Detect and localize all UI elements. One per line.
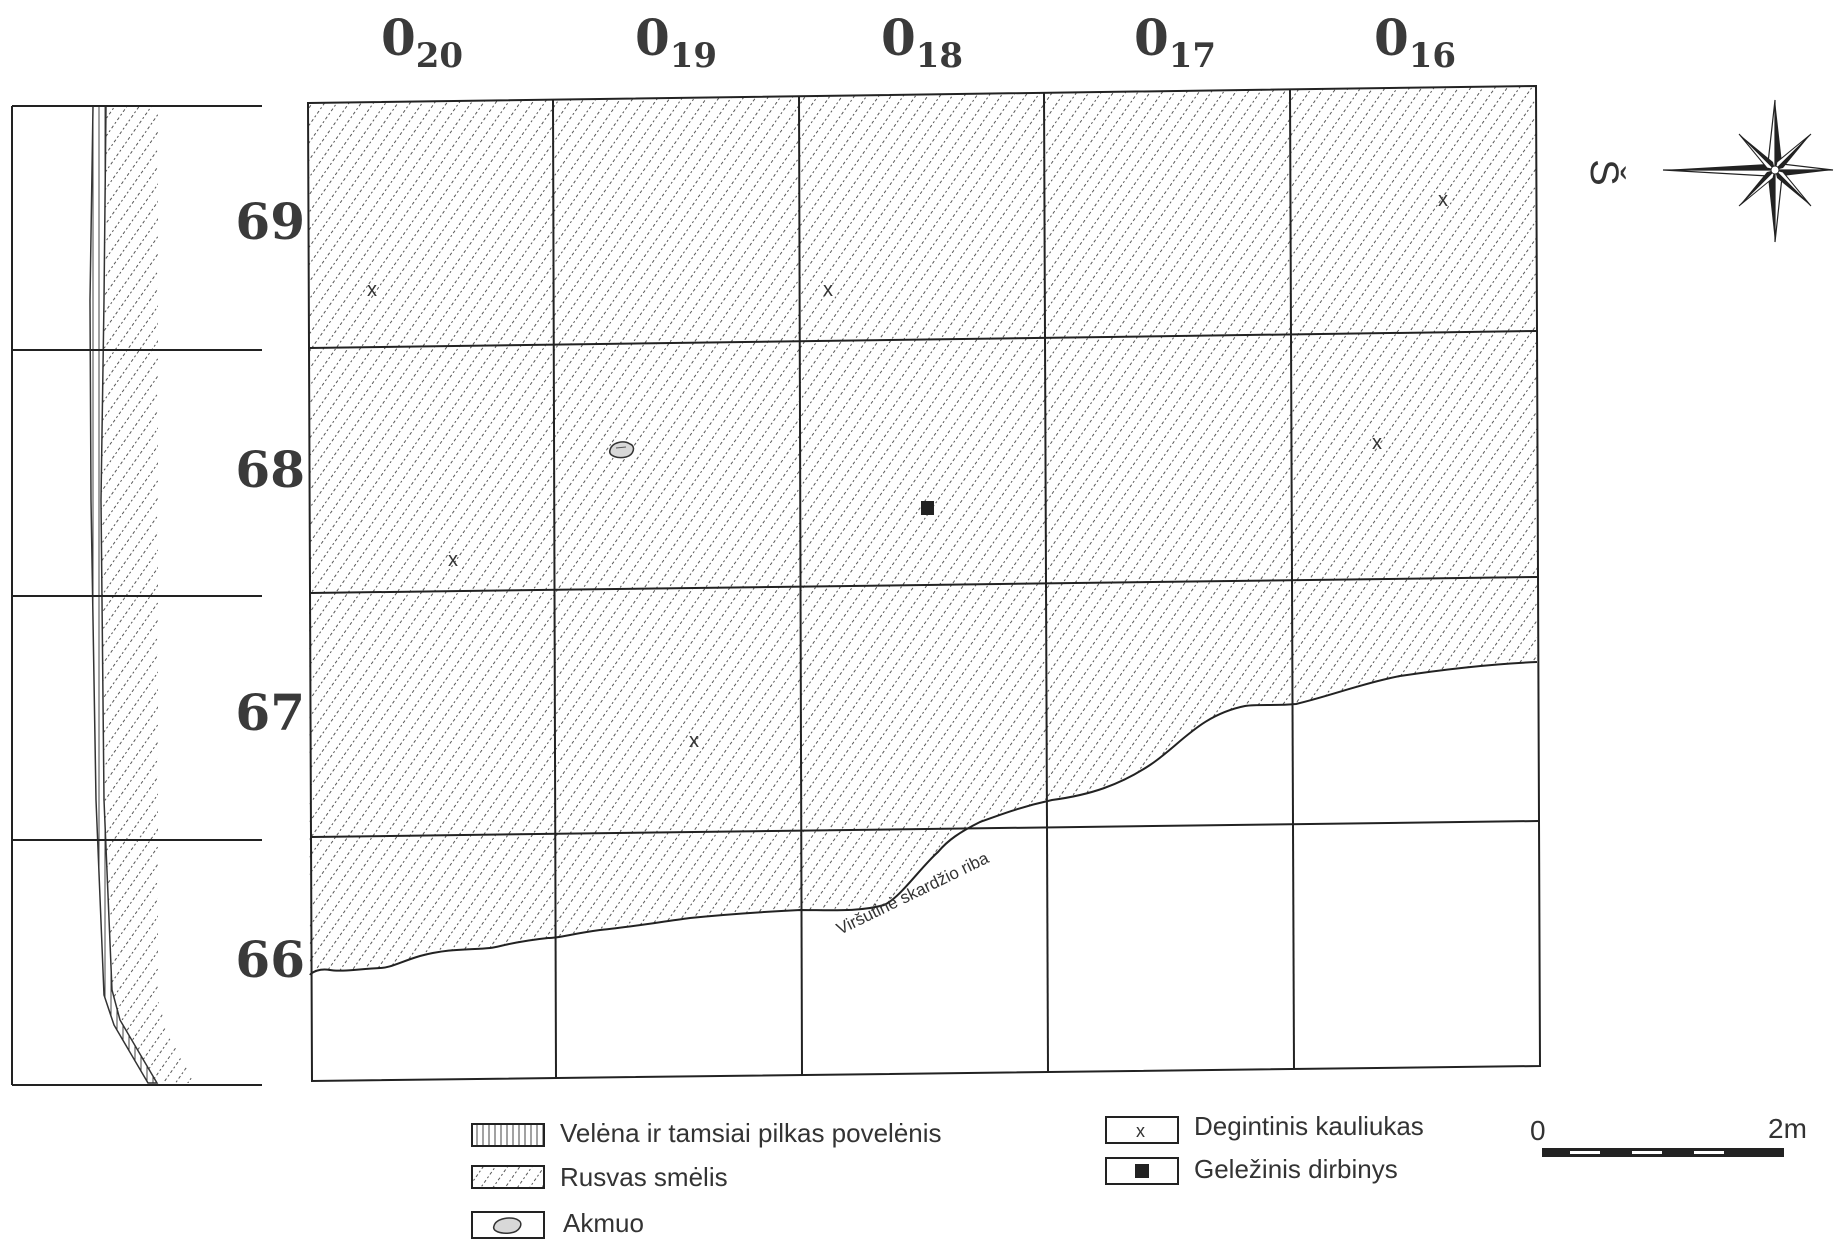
column-label-sub: 19	[669, 36, 718, 76]
finds: x x x x x x	[367, 189, 1448, 752]
compass-rose-icon	[1662, 99, 1834, 243]
column-label-0-18: 018	[822, 8, 1022, 76]
legend-label-iron: Geležinis dirbinys	[1194, 1154, 1398, 1184]
row-label-68: 68	[235, 440, 305, 499]
row-label-67: 67	[235, 683, 305, 742]
column-label-main: 0	[380, 8, 416, 67]
column-label-sub: 16	[1408, 36, 1457, 76]
column-label-main: 0	[634, 8, 670, 67]
cross-icon: x	[1136, 1121, 1145, 1141]
find-kauliukas: x	[1438, 189, 1448, 211]
row-label-66: 66	[235, 930, 305, 989]
grid-col-line-0-18	[798, 95, 803, 1076]
column-label-0-17: 017	[1075, 8, 1275, 76]
find-kauliukas: x	[823, 279, 833, 301]
legend-label-bone: Degintinis kauliukas	[1194, 1111, 1424, 1141]
column-label-main: 0	[1373, 8, 1409, 67]
grid-col-line-0-17	[1043, 92, 1049, 1073]
legend: x	[471, 1116, 1179, 1239]
column-label-main: 0	[1133, 8, 1169, 67]
legend-swatch-iron	[1105, 1157, 1179, 1185]
legend-label-stone: Akmuo	[563, 1208, 644, 1238]
square-icon	[1135, 1164, 1149, 1178]
column-label-sub: 17	[1168, 36, 1217, 76]
legend-swatch-sand	[471, 1165, 545, 1189]
grid-row-line-67	[309, 576, 1539, 594]
find-dirbinys	[921, 501, 934, 515]
find-akmuo	[609, 441, 635, 459]
grid	[306, 84, 1542, 1083]
find-kauliukas: x	[448, 549, 458, 571]
stone-icon	[492, 1217, 522, 1234]
column-label-main: 0	[880, 8, 916, 67]
legend-swatch-turf	[471, 1123, 545, 1147]
grid-col-line-0-16	[1289, 89, 1295, 1070]
find-kauliukas: x	[689, 730, 699, 752]
row-label-69: 69	[235, 192, 305, 251]
scale-bar	[1542, 1148, 1784, 1157]
grid-outline	[306, 84, 1542, 1083]
column-label-0-20: 020	[322, 8, 522, 76]
legend-label-sand: Rusvas smėlis	[560, 1162, 728, 1192]
grid-col-line-0-19	[552, 99, 557, 1079]
turf-layer	[89, 105, 159, 1084]
find-kauliukas: x	[1372, 432, 1382, 454]
north-letter: Š	[1581, 159, 1626, 186]
sand-layer	[97, 106, 196, 1083]
find-kauliukas: x	[367, 279, 377, 301]
column-label-sub: 18	[915, 36, 964, 76]
column-label-sub: 20	[415, 36, 464, 76]
grid-row-line-66	[310, 820, 1540, 838]
scale-label-start: 0	[1530, 1115, 1546, 1146]
section-profile	[11, 105, 262, 1086]
legend-label-turf: Velėna ir tamsiai pilkas povelėnis	[560, 1118, 942, 1148]
upper-slope-boundary	[309, 661, 1538, 976]
legend-swatch-bone	[1105, 1116, 1179, 1144]
column-label-0-16: 016	[1315, 8, 1515, 76]
column-label-0-19: 019	[576, 8, 776, 76]
sand-area	[308, 86, 1537, 975]
grid-row-line-68	[308, 330, 1538, 349]
scale-label-end: 2m	[1768, 1113, 1807, 1144]
